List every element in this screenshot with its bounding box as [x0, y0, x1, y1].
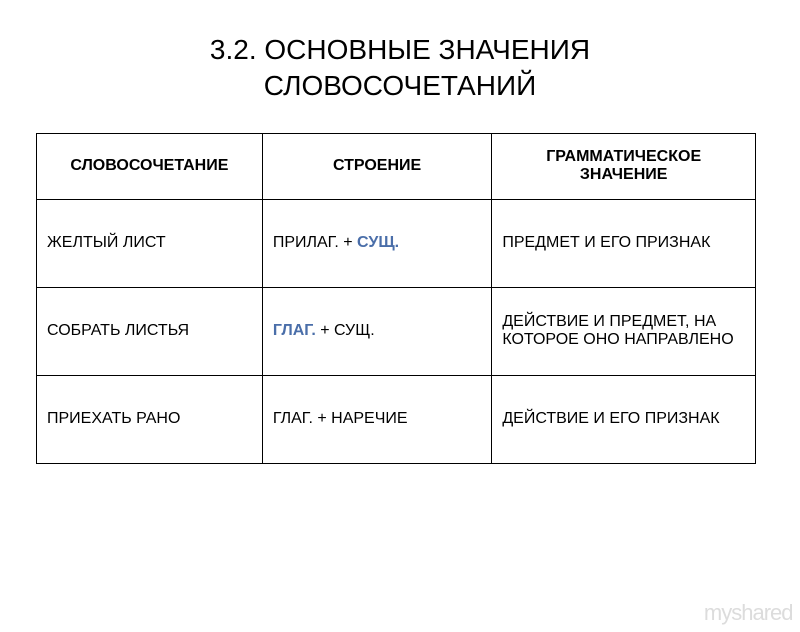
- cell-phrase: СОБРАТЬ ЛИСТЬЯ: [37, 287, 263, 375]
- accent-text: СУЩ.: [357, 234, 399, 251]
- cell-structure: ГЛАГ. + НАРЕЧИЕ: [262, 375, 492, 463]
- cell-meaning: ДЕЙСТВИЕ И ЕГО ПРИЗНАК: [492, 375, 756, 463]
- accent-text: ГЛАГ.: [273, 322, 316, 339]
- header-structure: СТРОЕНИЕ: [262, 133, 492, 199]
- slide-title: 3.2. ОСНОВНЫЕ ЗНАЧЕНИЯ СЛОВОСОЧЕТАНИЙ: [0, 32, 800, 105]
- definitions-table: СЛОВОСОЧЕТАНИЕ СТРОЕНИЕ ГРАММАТИЧЕСКОЕ З…: [36, 133, 756, 464]
- cell-phrase: ПРИЕХАТЬ РАНО: [37, 375, 263, 463]
- cell-phrase: ЖЕЛТЫЙ ЛИСТ: [37, 199, 263, 287]
- title-line-2: СЛОВОСОЧЕТАНИЙ: [264, 70, 536, 101]
- cell-structure: ПРИЛАГ. + СУЩ.: [262, 199, 492, 287]
- header-meaning: ГРАММАТИЧЕСКОЕ ЗНАЧЕНИЕ: [492, 133, 756, 199]
- title-line-1: 3.2. ОСНОВНЫЕ ЗНАЧЕНИЯ: [210, 34, 590, 65]
- watermark: myshared: [704, 600, 794, 626]
- header-phrase: СЛОВОСОЧЕТАНИЕ: [37, 133, 263, 199]
- table-row: ЖЕЛТЫЙ ЛИСТ ПРИЛАГ. + СУЩ. ПРЕДМЕТ И ЕГО…: [37, 199, 756, 287]
- cell-meaning: ДЕЙСТВИЕ И ПРЕДМЕТ, НА КОТОРОЕ ОНО НАПРА…: [492, 287, 756, 375]
- table-row: СОБРАТЬ ЛИСТЬЯ ГЛАГ. + СУЩ. ДЕЙСТВИЕ И П…: [37, 287, 756, 375]
- table-header-row: СЛОВОСОЧЕТАНИЕ СТРОЕНИЕ ГРАММАТИЧЕСКОЕ З…: [37, 133, 756, 199]
- cell-meaning: ПРЕДМЕТ И ЕГО ПРИЗНАК: [492, 199, 756, 287]
- table-row: ПРИЕХАТЬ РАНО ГЛАГ. + НАРЕЧИЕ ДЕЙСТВИЕ И…: [37, 375, 756, 463]
- cell-structure: ГЛАГ. + СУЩ.: [262, 287, 492, 375]
